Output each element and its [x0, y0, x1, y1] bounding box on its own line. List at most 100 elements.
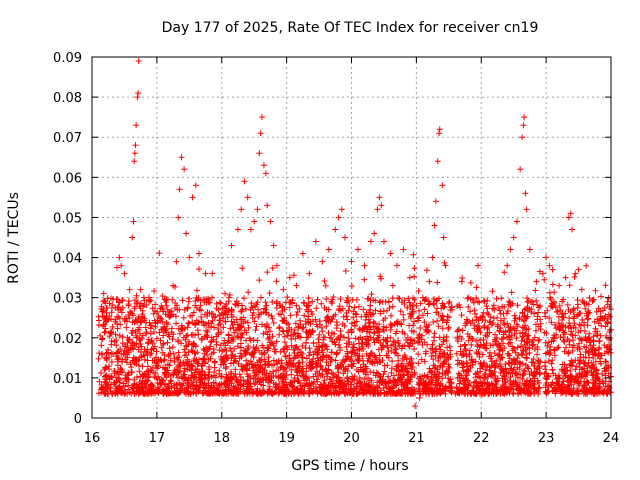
data-point: [592, 287, 599, 294]
data-point: [226, 294, 233, 301]
data-point: [287, 312, 294, 319]
data-point: [509, 300, 516, 307]
data-point: [590, 296, 597, 303]
data-point: [472, 370, 479, 377]
data-point: [160, 340, 167, 347]
data-point: [361, 262, 368, 269]
data-point: [596, 337, 603, 344]
data-point: [340, 313, 347, 320]
data-point: [295, 324, 302, 331]
data-point: [193, 287, 200, 294]
data-point: [113, 264, 120, 271]
data-point: [578, 286, 585, 293]
data-point: [133, 292, 140, 299]
data-point: [150, 328, 157, 335]
data-point: [396, 295, 403, 302]
data-point: [411, 346, 418, 353]
data-point: [542, 313, 549, 320]
data-point: [430, 319, 437, 326]
data-point: [510, 234, 517, 241]
data-point: [572, 270, 579, 277]
data-point: [423, 267, 430, 274]
data-point: [553, 309, 560, 316]
data-point: [371, 230, 378, 237]
data-point: [151, 287, 158, 294]
data-point: [523, 206, 530, 213]
data-point: [269, 265, 276, 272]
data-point: [269, 315, 276, 322]
data-point: [336, 305, 343, 312]
data-point: [161, 369, 168, 376]
data-point: [325, 246, 332, 253]
data-point: [192, 321, 199, 328]
data-point: [552, 304, 559, 311]
data-point: [304, 303, 311, 310]
data-point: [415, 317, 422, 324]
data-point: [412, 402, 419, 409]
data-point: [227, 325, 234, 332]
data-point: [217, 300, 224, 307]
data-point: [241, 178, 248, 185]
data-point: [562, 344, 569, 351]
data-point: [186, 254, 193, 261]
data-point: [462, 347, 469, 354]
data-point: [546, 289, 553, 296]
data-point: [393, 328, 400, 335]
data-point: [389, 295, 396, 302]
data-point: [147, 325, 154, 332]
data-point: [589, 298, 596, 305]
data-point: [228, 368, 235, 375]
data-point: [512, 349, 519, 356]
data-point: [533, 297, 540, 304]
data-point: [439, 182, 446, 189]
data-point: [299, 250, 306, 257]
data-point: [439, 302, 446, 309]
data-point: [276, 324, 283, 331]
data-point: [312, 238, 319, 245]
data-point: [122, 356, 129, 363]
data-point: [126, 286, 133, 293]
data-point: [170, 350, 177, 357]
data-point: [305, 389, 312, 396]
data-point: [430, 356, 437, 363]
data-point: [564, 301, 571, 308]
data-point: [276, 331, 283, 338]
data-point: [251, 218, 258, 225]
data-point: [238, 316, 245, 323]
data-point: [157, 337, 164, 344]
data-point: [438, 305, 445, 312]
data-point: [421, 306, 428, 313]
data-point: [429, 346, 436, 353]
data-point: [256, 150, 263, 157]
data-point: [546, 262, 553, 269]
data-point: [272, 348, 279, 355]
data-point: [383, 384, 390, 391]
data-point: [446, 343, 453, 350]
data-point: [486, 353, 493, 360]
y-tick-label: 0: [74, 412, 82, 427]
data-point: [118, 309, 125, 316]
data-point: [322, 282, 329, 289]
data-point: [431, 222, 438, 229]
data-point: [389, 303, 396, 310]
data-point: [239, 265, 246, 272]
data-point: [169, 296, 176, 303]
data-point: [333, 336, 340, 343]
data-point: [337, 296, 344, 303]
data-point: [221, 290, 228, 297]
data-point: [520, 122, 527, 129]
data-point: [254, 206, 261, 213]
data-point: [373, 369, 380, 376]
data-point: [590, 354, 597, 361]
data-point: [467, 279, 474, 286]
data-point: [153, 335, 160, 342]
data-point: [575, 329, 582, 336]
data-point: [169, 344, 176, 351]
data-point: [491, 350, 498, 357]
data-point: [550, 346, 557, 353]
data-point: [426, 278, 433, 285]
data-point: [361, 376, 368, 383]
data-point: [202, 270, 209, 277]
data-point: [335, 214, 342, 221]
data-point: [354, 356, 361, 363]
